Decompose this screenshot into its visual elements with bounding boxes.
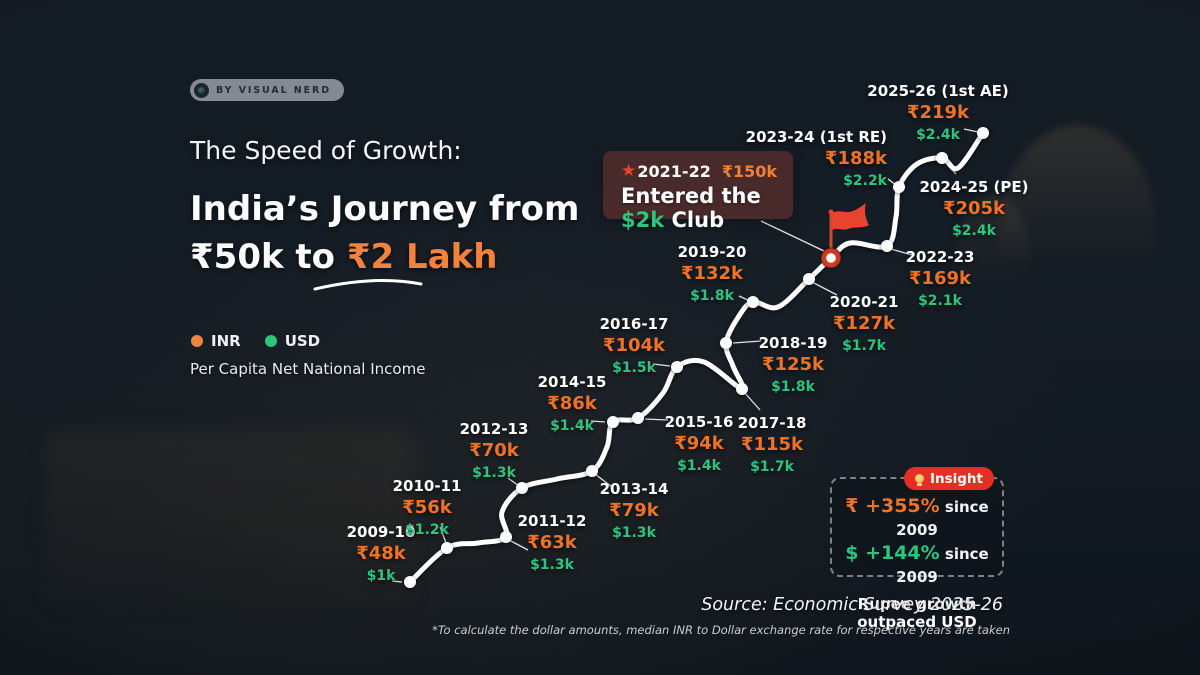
title-kicker: The Speed of Growth:: [190, 136, 462, 165]
milestone-caption: Entered the $2k Club: [621, 184, 793, 232]
chart-subtitle: Per Capita Net National Income: [190, 360, 426, 378]
insight-badge-label: Insight: [929, 470, 983, 487]
milestone-highlight-box: ★ 2021-22 ₹150k Entered the $2k Club: [603, 151, 793, 232]
milestone-caption-post: Club: [671, 208, 725, 232]
bulb-icon: [914, 474, 924, 486]
insight-line-inr: ₹ +355% since 2009: [832, 495, 1002, 542]
title-line3: ₹50k to ₹2 Lakh: [190, 237, 497, 277]
insight-content: ₹ +355% since 2009 $ +144% since 2009 Ru…: [832, 479, 1002, 631]
insight-conclusion: Rupee growth outpaced USD: [857, 595, 977, 631]
title-range-white: ₹50k to: [190, 237, 336, 277]
legend-item-usd: USD: [264, 332, 321, 350]
brand-logo-icon: [194, 82, 209, 98]
legend-usd-label: USD: [284, 332, 321, 350]
byline-label: BY VISUAL NERD: [216, 84, 332, 96]
milestone-row-year: ★ 2021-22 ₹150k: [621, 162, 777, 181]
title-range-orange: ₹2 Lakh: [346, 237, 498, 277]
milestone-caption-pre: Entered the: [621, 184, 761, 208]
usd-dot-icon: [264, 335, 277, 347]
insight-inr-growth-suffix: since 2009: [896, 498, 989, 539]
milestone-caption-club-value: $2k: [621, 208, 665, 232]
insight-box: Insight ₹ +355% since 2009 $ +144% since…: [830, 467, 1004, 631]
inr-dot-icon: [191, 335, 203, 347]
star-icon: ★: [621, 161, 637, 181]
insight-inr-growth: ₹ +355%: [845, 495, 940, 517]
milestone-inr-value: ₹150k: [721, 162, 777, 181]
insight-usd-growth-suffix: since 2009: [896, 545, 989, 586]
insight-usd-growth: $ +144%: [845, 542, 940, 564]
byline-badge: BY VISUAL NERD: [190, 79, 345, 101]
methodology-footnote: *To calculate the dollar amounts, median…: [432, 623, 1010, 637]
title-line2: India’s Journey from: [190, 189, 580, 229]
legend-item-inr: INR: [191, 332, 241, 350]
insight-line-usd: $ +144% since 2009: [832, 542, 1002, 589]
milestone-year: 2021-22: [637, 162, 711, 181]
legend: INR USD: [191, 332, 320, 350]
legend-inr-label: INR: [211, 332, 241, 350]
background-buildings-silhouette: [45, 430, 415, 610]
insight-badge: Insight: [903, 467, 994, 490]
source-credit: Source: Economic Survey 2025-26: [701, 595, 1003, 615]
